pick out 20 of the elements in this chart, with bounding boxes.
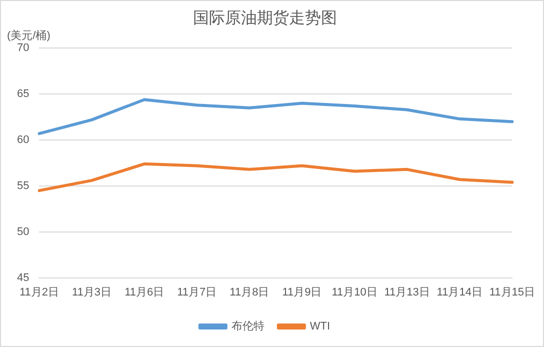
y-tick-label: 45 <box>16 272 30 284</box>
x-tick-label: 11月2日 <box>19 286 60 298</box>
legend-label: WTI <box>310 320 330 333</box>
x-tick-label: 11月7日 <box>177 286 217 298</box>
x-tick-label: 11月15日 <box>489 286 535 298</box>
x-tick-label: 11月6日 <box>124 286 164 298</box>
y-tick-label: 70 <box>16 42 30 54</box>
y-tick-label: 60 <box>16 134 30 146</box>
y-tick-label: 65 <box>16 88 30 100</box>
y-axis-title: (美元/桶) <box>7 29 50 42</box>
x-tick-label: 11月13日 <box>384 286 430 298</box>
chart-title: 国际原油期货走势图 <box>193 9 337 28</box>
y-tick-label: 50 <box>16 226 30 238</box>
x-tick-label: 11月9日 <box>282 286 322 298</box>
x-tick-label: 11月8日 <box>230 286 270 298</box>
x-tick-label: 11月10日 <box>332 286 378 298</box>
x-tick-label: 11月14日 <box>436 286 482 298</box>
y-tick-label: 55 <box>16 180 30 192</box>
x-tick-label: 11月3日 <box>72 286 112 298</box>
legend-label: 布伦特 <box>231 320 264 333</box>
